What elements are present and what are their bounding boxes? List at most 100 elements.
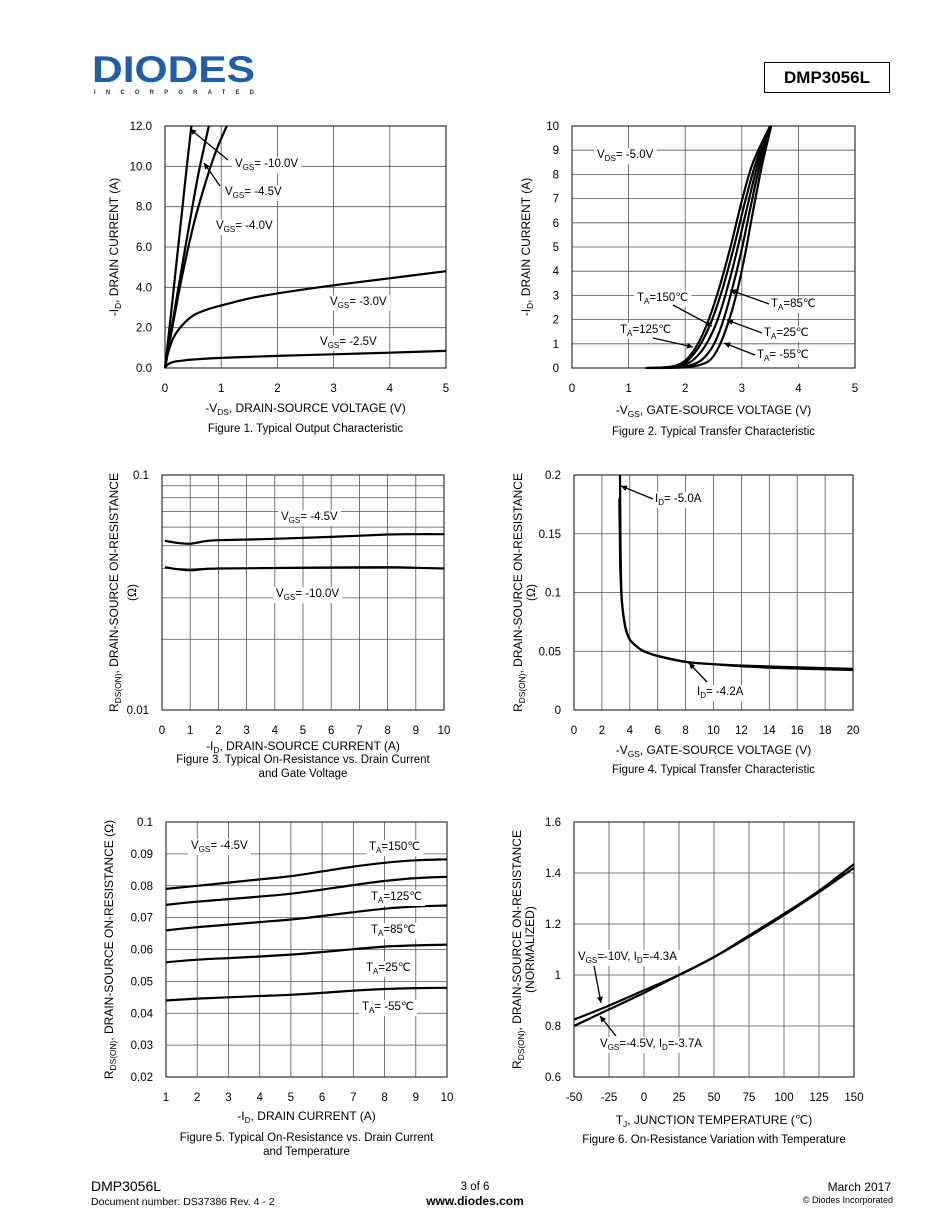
fig2-xtick-label: 3 xyxy=(739,383,745,395)
fig4-plot-frame xyxy=(573,474,854,711)
fig3-ytick-label: 0.01 xyxy=(127,705,149,717)
fig2-series-4 xyxy=(662,125,773,370)
fig3-xtick-label: 10 xyxy=(438,725,451,737)
fig1-ytick-label: 10.0 xyxy=(130,161,152,173)
fig4-xlabel: -VGS, GATE-SOURCE VOLTAGE (V) xyxy=(616,743,811,759)
fig5-caption-line2: and Temperature xyxy=(263,1146,350,1158)
annotation-arrowhead-icon xyxy=(596,996,603,1003)
fig1-ytick-label: 6.0 xyxy=(136,242,152,254)
fig6-ylabel-unit: (NORMALIZED) xyxy=(523,906,537,993)
annotation-arrowhead-icon xyxy=(727,319,734,325)
fig1-annotation: VGS= -4.0V xyxy=(216,220,273,234)
annotation-arrowhead-icon xyxy=(724,342,731,348)
fig2-annotation: TA=85℃ xyxy=(771,298,816,312)
fig3-xlabel: -ID, DRAIN-SOURCE CURRENT (A) xyxy=(206,739,400,755)
fig1-caption: Figure 1. Typical Output Characteristic xyxy=(208,423,404,435)
fig2-ytick-label: 7 xyxy=(553,194,559,206)
annotation-bg xyxy=(694,685,747,701)
annotation-bg xyxy=(634,291,692,307)
fig2-ytick-label: 0 xyxy=(553,363,559,375)
fig6-ytick-label: 1.2 xyxy=(545,919,561,931)
fig6-xtick-label: 100 xyxy=(774,1092,793,1104)
fig3-xtick-label: 1 xyxy=(187,725,193,737)
fig4-ytick-label: 0 xyxy=(555,705,561,717)
annotation-arrowhead-icon xyxy=(600,1016,607,1023)
annotation-bg xyxy=(652,492,705,508)
fig2-ytick-label: 6 xyxy=(553,218,559,230)
fig1-series-2 xyxy=(163,125,228,369)
fig4-xtick-label: 6 xyxy=(654,725,660,737)
fig6-xlabel: TJ, JUNCTION TEMPERATURE (℃) xyxy=(616,1113,813,1129)
annotation-bg xyxy=(232,157,302,173)
annotation-bg xyxy=(317,335,381,351)
fig4-ylabel-unit: (Ω) xyxy=(524,584,538,601)
fig6-xtick-label: -25 xyxy=(601,1092,618,1104)
annotation-arrowhead-icon xyxy=(689,663,696,670)
fig1-series-4 xyxy=(164,349,447,369)
fig4-ylabel: RDS(ON), DRAIN-SOURCE ON-RESISTANCE xyxy=(511,473,527,712)
fig1-xlabel: -VDS, DRAIN-SOURCE VOLTAGE (V) xyxy=(205,401,406,417)
annotation-bg xyxy=(278,510,342,526)
fig5-xtick-label: 3 xyxy=(225,1092,231,1104)
fig2-ytick-label: 9 xyxy=(553,145,559,157)
fig5-annotation: TA=150℃ xyxy=(369,841,420,855)
fig5-xtick-label: 4 xyxy=(256,1092,263,1104)
fig1-xtick-label: 5 xyxy=(443,383,449,395)
fig6-ytick-label: 0.6 xyxy=(545,1072,561,1084)
fig4-chart: 0 2 4 6 8 10 12 14 16 18 20 0 0.05 0.1 0.15 0.2 -VGS, GA… xyxy=(511,470,859,776)
fig5-annotation: TA= -55℃ xyxy=(362,1001,414,1015)
fig6-xtick-label: 50 xyxy=(708,1092,721,1104)
fig4-xtick-label: 14 xyxy=(763,725,776,737)
annotation-bg xyxy=(366,840,424,856)
fig5-ylabel: RDS(ON), DRAIN-SOURCE ON-RESISTANCE (Ω) xyxy=(102,820,118,1079)
fig2-annotation: TA=150℃ xyxy=(637,292,688,306)
fig2-ytick-label: 8 xyxy=(553,169,559,181)
fig3-ylabel: RDS(ON), DRAIN-SOURCE ON-RESISTANCE xyxy=(107,473,123,712)
footer-copyright: © Diodes Incorporated xyxy=(802,1195,893,1205)
fig5-ytick-label: 0.1 xyxy=(137,817,153,829)
fig2-xtick-label: 5 xyxy=(852,383,858,395)
fig6-caption: Figure 6. On-Resistance Variation with T… xyxy=(582,1134,846,1146)
annotation-arrow-line xyxy=(672,304,713,327)
fig3-xtick-label: 2 xyxy=(215,725,221,737)
fig6-xtick-label: -50 xyxy=(566,1092,583,1104)
annotation-bg xyxy=(213,219,277,235)
footer-url[interactable]: www.diodes.com xyxy=(426,1194,524,1208)
annotation-arrowhead-icon xyxy=(686,342,693,349)
annotation-arrow-line xyxy=(726,319,763,334)
fig5-xtick-label: 9 xyxy=(413,1092,419,1104)
annotation-bg xyxy=(273,587,343,603)
fig5-caption: Figure 5. Typical On-Resistance vs. Drai… xyxy=(180,1132,434,1144)
fig3-xtick-label: 9 xyxy=(413,725,419,737)
fig1-ylabel: -ID, DRAIN CURRENT (A) xyxy=(107,178,123,317)
fig2-annotation: TA= -55℃ xyxy=(757,349,809,363)
annotation-arrowhead-icon xyxy=(204,163,210,170)
fig5-annotation: TA=25℃ xyxy=(366,962,411,976)
fig4-xtick-label: 0 xyxy=(571,725,577,737)
annotation-arrowhead-icon xyxy=(621,485,628,492)
fig4-annotation: ID= -5.0A xyxy=(655,493,702,507)
fig1-xtick-label: 2 xyxy=(274,383,280,395)
fig5-xtick-label: 8 xyxy=(381,1092,387,1104)
fig3-xtick-label: 6 xyxy=(328,725,334,737)
fig5-series-3 xyxy=(165,943,448,964)
footer-date: March 2017 xyxy=(827,1180,891,1194)
fig2-xtick-label: 0 xyxy=(569,383,575,395)
fig5-ytick-label: 0.03 xyxy=(131,1040,153,1052)
fig5-annotation: TA=125℃ xyxy=(371,891,422,905)
fig5-series-0 xyxy=(165,858,448,890)
fig2-ytick-label: 10 xyxy=(546,121,559,133)
fig6-ytick-label: 0.8 xyxy=(545,1021,561,1033)
fig5-chart: 1 2 3 4 5 6 7 8 9 10 0.02 0.03 0.04 0.05 0.06 0.07 0.08 0… xyxy=(102,817,453,1158)
part-number: DMP3056L xyxy=(784,67,870,87)
annotation-arrowhead-icon xyxy=(705,320,712,326)
fig4-annotation: ID= -4.2A xyxy=(697,686,744,700)
fig4-ytick-label: 0.05 xyxy=(539,646,561,658)
fig1-series-0 xyxy=(163,125,193,369)
fig1-annotation: VGS= -10.0V xyxy=(235,158,298,172)
annotation-bg xyxy=(575,950,681,966)
fig6-xtick-label: 0 xyxy=(641,1092,647,1104)
fig3-ylabel-unit: (Ω) xyxy=(125,584,139,601)
fig2-ytick-label: 2 xyxy=(553,315,559,327)
